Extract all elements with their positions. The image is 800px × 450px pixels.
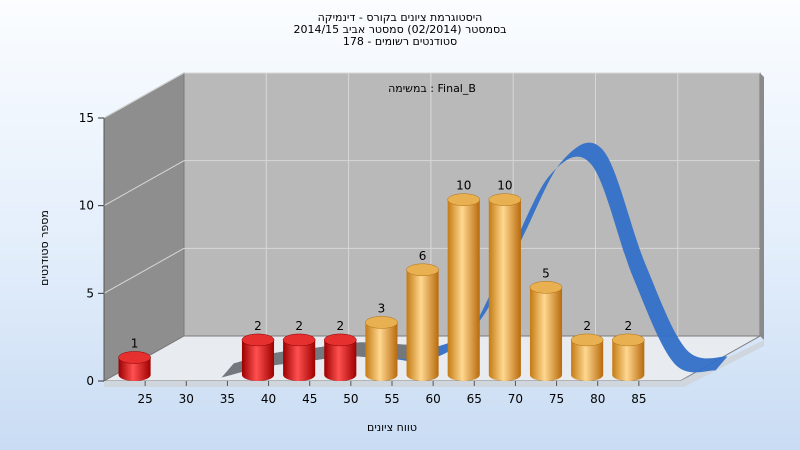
- chart-title-line-1: היסטוגרמת ציונים בקורס - דינמיקה: [317, 11, 483, 24]
- bar-value-label: 10: [497, 179, 512, 193]
- y-tick-label: 5: [86, 286, 94, 300]
- floor-edge: [104, 340, 764, 387]
- bar: [447, 193, 481, 381]
- bar-top: [611, 333, 645, 347]
- bar-body: [488, 199, 521, 381]
- bar-body: [324, 339, 357, 381]
- bar-top: [406, 263, 439, 277]
- chart-title-line-3: סטודנטים רשומים - 178: [342, 35, 458, 48]
- x-tick-label: 60: [426, 392, 441, 406]
- bar: [611, 333, 645, 381]
- task-label: במשימה : Final_B: [388, 82, 476, 95]
- bar-value-label: 2: [624, 319, 632, 333]
- bar: [570, 333, 604, 381]
- x-tick-label: 75: [549, 392, 564, 406]
- bar-body: [241, 339, 275, 381]
- bar-top: [447, 193, 481, 206]
- bar: [118, 351, 151, 381]
- chart-title-line-2: בסמסטר (02/2014) סמסטר אביב 2014/15: [293, 23, 507, 36]
- bar-value-label: 2: [336, 319, 344, 333]
- bar-top: [365, 316, 398, 329]
- bar: [365, 316, 398, 381]
- bar-top: [282, 333, 316, 347]
- bar-body: [283, 339, 316, 381]
- bar-value-label: 2: [254, 319, 262, 333]
- bar-top: [570, 333, 604, 347]
- bar-body: [118, 357, 151, 381]
- bar-body: [447, 199, 480, 381]
- bar-top: [241, 333, 275, 347]
- x-tick-label: 70: [508, 392, 523, 406]
- bar-body: [365, 322, 398, 381]
- x-tick-label: 85: [631, 392, 646, 406]
- bar: [323, 333, 357, 381]
- x-tick-label: 50: [343, 392, 358, 406]
- x-tick-label: 40: [261, 392, 276, 406]
- bar-value-label: 2: [583, 319, 591, 333]
- bar-value-label: 10: [456, 179, 471, 193]
- bar-value-label: 5: [542, 266, 550, 280]
- x-tick-label: 80: [590, 392, 605, 406]
- bar-value-label: 6: [419, 249, 427, 263]
- grid-line-diag: [103, 72, 185, 119]
- left-wall: [103, 72, 185, 382]
- bar-top: [488, 193, 522, 206]
- bar: [488, 193, 522, 381]
- bar-body: [529, 287, 563, 381]
- bar: [529, 281, 563, 381]
- x-tick-label: 55: [384, 392, 399, 406]
- x-tick-label: 65: [467, 392, 482, 406]
- bar: [241, 333, 275, 381]
- bar-value-label: 2: [295, 319, 303, 333]
- y-tick-label: 10: [79, 199, 94, 213]
- x-tick-label: 45: [302, 392, 317, 406]
- bar-top: [323, 333, 357, 347]
- bar-body: [406, 269, 439, 381]
- back-wall-edge: [760, 73, 764, 340]
- x-axis-title: טווח ציונים: [367, 421, 417, 434]
- bar-value-label: 1: [131, 336, 139, 350]
- bar-body: [571, 339, 604, 381]
- bar-value-label: 3: [378, 301, 386, 315]
- x-tick-label: 25: [138, 392, 153, 406]
- bar: [282, 333, 316, 381]
- x-tick-label: 30: [179, 392, 194, 406]
- bar-top: [118, 351, 151, 364]
- grid-line-diag: [103, 247, 185, 294]
- bar-body: [612, 339, 645, 381]
- bar: [406, 263, 439, 381]
- y-tick-label: 0: [86, 374, 94, 388]
- x-tick-label: 35: [220, 392, 235, 406]
- grid-line-diag: [103, 160, 185, 207]
- y-tick-label: 15: [79, 111, 94, 125]
- y-axis-title: מספר סטודנטים: [38, 210, 51, 286]
- bar-top: [529, 281, 563, 294]
